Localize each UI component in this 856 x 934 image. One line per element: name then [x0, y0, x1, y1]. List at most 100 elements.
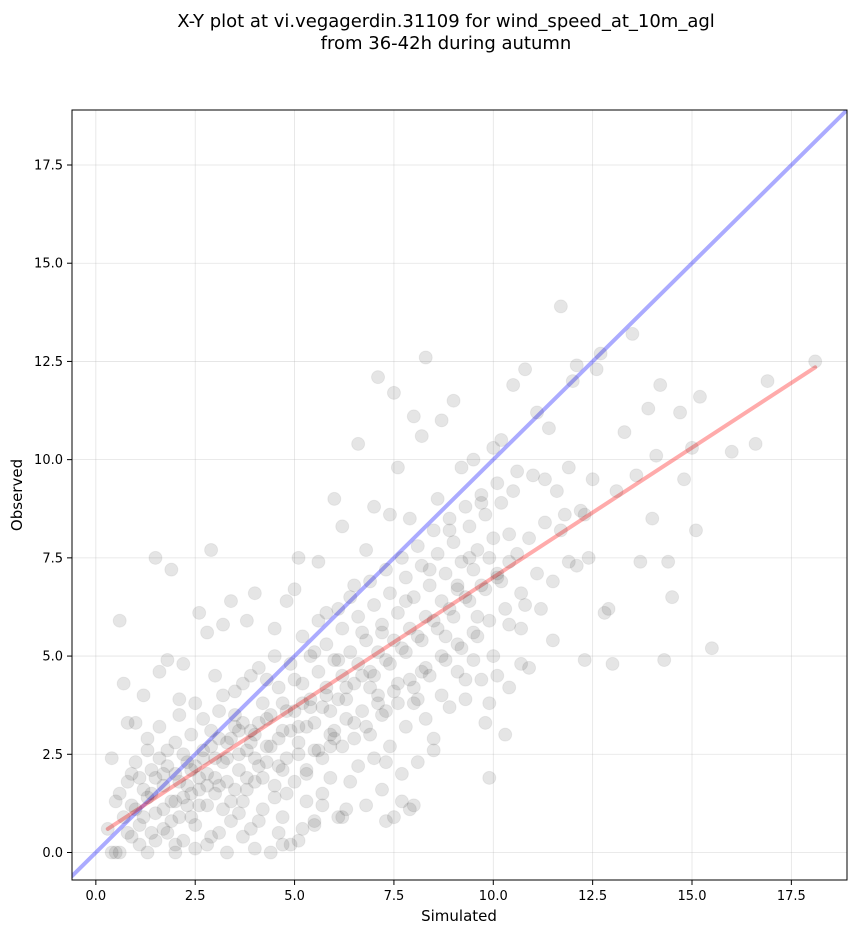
- data-point: [267, 621, 282, 636]
- data-point: [160, 743, 175, 758]
- data-point: [303, 700, 318, 715]
- data-point: [188, 696, 203, 711]
- data-point: [124, 766, 139, 781]
- data-point: [438, 566, 453, 581]
- data-point: [450, 637, 465, 652]
- data-point: [172, 774, 187, 789]
- data-point: [390, 605, 405, 620]
- data-point: [478, 582, 493, 597]
- data-point: [327, 653, 342, 667]
- y-axis-label: Observed: [8, 459, 26, 531]
- data-point: [295, 696, 310, 711]
- data-point: [462, 550, 477, 565]
- data-point: [140, 731, 155, 746]
- data-point: [208, 770, 223, 785]
- data-point: [184, 786, 199, 801]
- data-point: [454, 641, 469, 656]
- data-point: [271, 825, 286, 840]
- chart-title-line-1: X-Y plot at vi.vegagerdin.31109 for wind…: [177, 11, 715, 32]
- data-point: [315, 798, 330, 813]
- chart-title-line-2: from 36-42h during autumn: [321, 33, 572, 54]
- data-point: [136, 688, 151, 703]
- data-point: [235, 715, 250, 730]
- data-point: [641, 401, 656, 416]
- regression-line: [105, 365, 818, 831]
- data-point: [140, 845, 155, 860]
- data-point: [188, 841, 203, 856]
- data-point: [172, 708, 187, 722]
- data-point: [152, 719, 167, 734]
- data-point: [573, 503, 588, 518]
- data-point: [406, 590, 421, 605]
- data-point: [255, 802, 270, 817]
- data-point: [168, 845, 183, 860]
- data-point: [597, 605, 612, 620]
- data-point: [275, 696, 290, 711]
- data-point: [406, 696, 421, 711]
- data-point: [363, 727, 378, 742]
- data-point: [553, 299, 568, 314]
- data-point: [271, 680, 286, 695]
- data-point: [144, 786, 159, 801]
- data-point: [470, 609, 485, 624]
- data-point: [430, 491, 445, 506]
- data-point: [319, 688, 334, 703]
- data-point: [673, 405, 688, 420]
- data-point: [132, 837, 147, 852]
- data-point: [267, 790, 282, 805]
- data-point: [458, 692, 473, 707]
- data-point: [363, 574, 378, 589]
- data-point: [450, 582, 465, 597]
- data-point: [355, 704, 370, 719]
- data-point: [291, 550, 306, 565]
- data-point: [398, 570, 413, 585]
- data-point: [307, 715, 322, 730]
- data-point: [414, 429, 429, 444]
- data-point: [220, 774, 234, 789]
- data-point: [335, 739, 350, 754]
- data-point: [537, 515, 552, 530]
- data-point: [319, 680, 334, 695]
- data-point: [692, 389, 707, 404]
- data-point: [231, 723, 246, 738]
- data-point: [279, 704, 294, 719]
- data-point: [545, 574, 560, 589]
- data-point: [685, 440, 699, 455]
- data-point: [239, 782, 254, 797]
- data-point: [259, 755, 274, 770]
- data-point: [518, 598, 533, 612]
- data-point: [204, 543, 219, 557]
- x-axis-label: Simulated: [421, 907, 497, 925]
- data-point: [220, 845, 234, 860]
- data-point: [462, 519, 477, 534]
- data-point: [200, 625, 215, 640]
- data-point: [398, 594, 413, 609]
- data-point: [220, 735, 234, 750]
- plot-frame: [71, 109, 848, 881]
- data-point: [200, 798, 215, 813]
- data-point: [335, 810, 350, 825]
- data-point: [120, 774, 135, 789]
- data-point: [359, 543, 374, 557]
- data-point: [402, 802, 417, 817]
- data-point: [239, 613, 254, 628]
- data-point: [386, 633, 401, 648]
- data-point: [382, 739, 397, 754]
- data-point: [446, 609, 461, 624]
- data-point: [307, 814, 322, 829]
- data-point: [331, 601, 346, 616]
- data-point: [132, 770, 147, 785]
- data-point: [156, 802, 171, 817]
- data-point: [287, 582, 302, 597]
- data-point: [382, 656, 397, 671]
- x-tick-label: 5.0: [284, 889, 305, 904]
- data-point: [347, 731, 362, 746]
- data-point: [430, 621, 445, 636]
- data-point: [160, 759, 175, 774]
- data-point: [446, 535, 461, 550]
- data-point: [220, 751, 234, 766]
- data-point: [291, 833, 306, 848]
- data-point: [458, 590, 473, 605]
- data-point: [172, 810, 187, 825]
- data-point: [359, 798, 374, 813]
